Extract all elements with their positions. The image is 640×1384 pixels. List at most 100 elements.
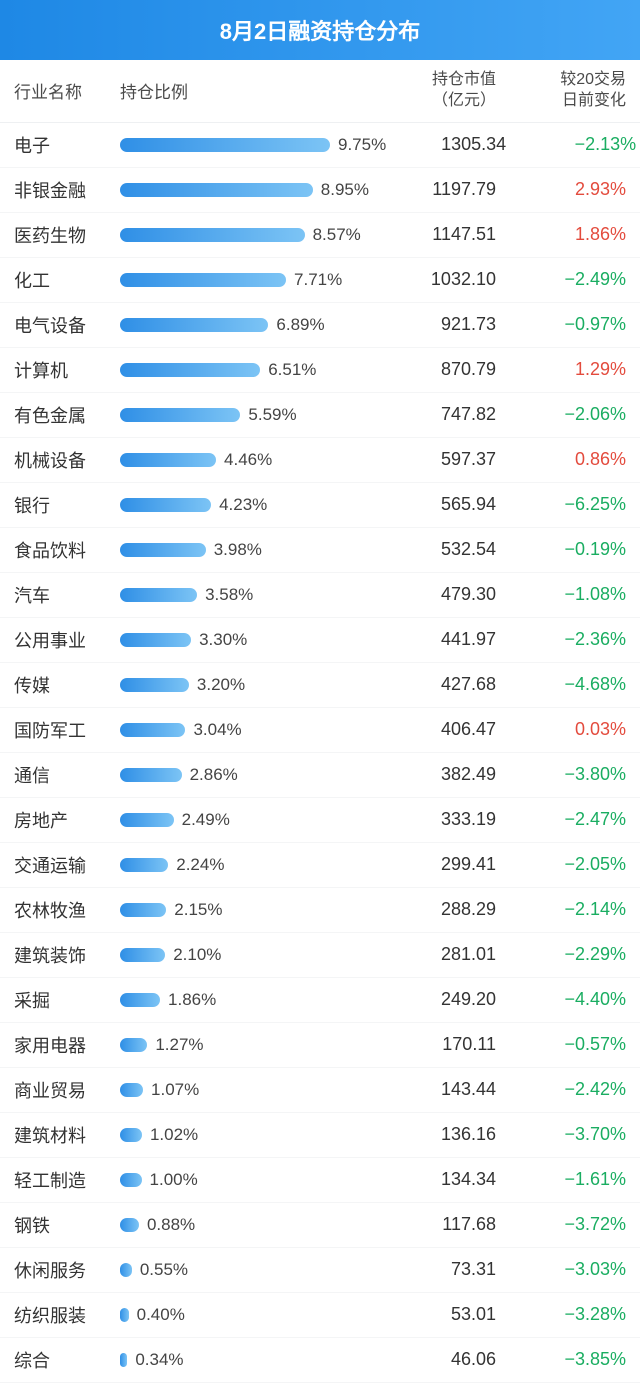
th-name: 行业名称 — [14, 78, 120, 103]
cell-change: −2.29% — [496, 944, 626, 965]
cell-change: −2.13% — [506, 134, 636, 155]
ratio-label: 1.00% — [150, 1170, 198, 1190]
cell-industry-name: 公用事业 — [14, 627, 120, 653]
table-header: 行业名称 持仓比例 持仓市值 （亿元） 较20交易 日前变化 — [0, 60, 640, 123]
ratio-bar — [120, 138, 330, 152]
cell-ratio: 3.58% — [120, 586, 376, 604]
ratio-bar-wrap: 5.59% — [120, 406, 376, 424]
ratio-bar-wrap: 4.46% — [120, 451, 376, 469]
cell-industry-name: 传媒 — [14, 672, 120, 698]
cell-change: −2.49% — [496, 269, 626, 290]
table-row: 通信2.86%382.49−3.80% — [0, 753, 640, 798]
table-row: 建筑材料1.02%136.16−3.70% — [0, 1113, 640, 1158]
cell-ratio: 0.88% — [120, 1216, 376, 1234]
cell-change: −6.25% — [496, 494, 626, 515]
cell-change: −2.42% — [496, 1079, 626, 1100]
cell-industry-name: 商业贸易 — [14, 1077, 120, 1103]
ratio-bar — [120, 1173, 142, 1187]
cell-ratio: 4.46% — [120, 451, 376, 469]
table-row: 电气设备6.89%921.73−0.97% — [0, 303, 640, 348]
cell-market-value: 136.16 — [376, 1124, 496, 1145]
table-row: 建筑装饰2.10%281.01−2.29% — [0, 933, 640, 978]
ratio-bar-wrap: 0.34% — [120, 1351, 376, 1369]
cell-change: −3.70% — [496, 1124, 626, 1145]
ratio-bar — [120, 183, 313, 197]
cell-ratio: 2.24% — [120, 856, 376, 874]
cell-change: 1.29% — [496, 359, 626, 380]
ratio-label: 2.10% — [173, 945, 221, 965]
cell-change: −1.08% — [496, 584, 626, 605]
th-chg-line1: 较20交易 — [496, 70, 626, 91]
ratio-bar-wrap: 3.98% — [120, 541, 376, 559]
cell-market-value: 532.54 — [376, 539, 496, 560]
cell-ratio: 5.59% — [120, 406, 376, 424]
ratio-label: 0.40% — [137, 1305, 185, 1325]
cell-industry-name: 银行 — [14, 492, 120, 518]
ratio-bar — [120, 363, 260, 377]
ratio-label: 3.20% — [197, 675, 245, 695]
table-row: 电子9.75%1305.34−2.13% — [0, 123, 640, 168]
cell-change: −2.14% — [496, 899, 626, 920]
cell-change: −3.85% — [496, 1349, 626, 1370]
cell-industry-name: 有色金属 — [14, 402, 120, 428]
table-row: 非银金融8.95%1197.792.93% — [0, 168, 640, 213]
ratio-label: 0.88% — [147, 1215, 195, 1235]
cell-industry-name: 化工 — [14, 267, 120, 293]
cell-ratio: 6.89% — [120, 316, 376, 334]
cell-market-value: 921.73 — [376, 314, 496, 335]
cell-industry-name: 建筑材料 — [14, 1122, 120, 1148]
table-body: 电子9.75%1305.34−2.13%非银金融8.95%1197.792.93… — [0, 123, 640, 1383]
cell-ratio: 2.10% — [120, 946, 376, 964]
ratio-bar — [120, 1128, 142, 1142]
ratio-label: 2.24% — [176, 855, 224, 875]
table-row: 综合0.34%46.06−3.85% — [0, 1338, 640, 1383]
ratio-bar-wrap: 6.51% — [120, 361, 376, 379]
cell-change: −2.47% — [496, 809, 626, 830]
ratio-label: 4.23% — [219, 495, 267, 515]
cell-industry-name: 食品饮料 — [14, 537, 120, 563]
table-row: 休闲服务0.55%73.31−3.03% — [0, 1248, 640, 1293]
ratio-bar — [120, 453, 216, 467]
cell-change: −3.72% — [496, 1214, 626, 1235]
cell-change: 0.03% — [496, 719, 626, 740]
cell-ratio: 1.00% — [120, 1171, 376, 1189]
ratio-label: 3.04% — [193, 720, 241, 740]
ratio-label: 1.27% — [155, 1035, 203, 1055]
cell-ratio: 2.49% — [120, 811, 376, 829]
ratio-bar-wrap: 1.07% — [120, 1081, 376, 1099]
cell-change: −4.40% — [496, 989, 626, 1010]
cell-market-value: 288.29 — [376, 899, 496, 920]
cell-market-value: 1305.34 — [386, 134, 506, 155]
cell-change: −3.28% — [496, 1304, 626, 1325]
ratio-bar — [120, 543, 206, 557]
cell-change: −0.97% — [496, 314, 626, 335]
cell-change: −3.80% — [496, 764, 626, 785]
cell-change: −0.57% — [496, 1034, 626, 1055]
cell-market-value: 170.11 — [376, 1034, 496, 1055]
ratio-label: 8.95% — [321, 180, 369, 200]
table-row: 计算机6.51%870.791.29% — [0, 348, 640, 393]
ratio-label: 2.15% — [174, 900, 222, 920]
table-row: 家用电器1.27%170.11−0.57% — [0, 1023, 640, 1068]
cell-industry-name: 非银金融 — [14, 177, 120, 203]
cell-market-value: 53.01 — [376, 1304, 496, 1325]
cell-industry-name: 交通运输 — [14, 852, 120, 878]
ratio-bar-wrap: 2.10% — [120, 946, 376, 964]
table-row: 商业贸易1.07%143.44−2.42% — [0, 1068, 640, 1113]
ratio-bar — [120, 948, 165, 962]
cell-industry-name: 国防军工 — [14, 717, 120, 743]
table-row: 交通运输2.24%299.41−2.05% — [0, 843, 640, 888]
ratio-label: 2.86% — [190, 765, 238, 785]
ratio-bar-wrap: 1.00% — [120, 1171, 376, 1189]
ratio-bar-wrap: 2.49% — [120, 811, 376, 829]
cell-market-value: 281.01 — [376, 944, 496, 965]
cell-industry-name: 纺织服装 — [14, 1302, 120, 1328]
table-row: 纺织服装 0.40% 53.01−3.28% — [0, 1293, 640, 1338]
cell-industry-name: 通信 — [14, 762, 120, 788]
ratio-bar — [120, 678, 189, 692]
cell-market-value: 1032.10 — [376, 269, 496, 290]
table-row: 房地产2.49%333.19−2.47% — [0, 798, 640, 843]
table-row: 国防军工3.04%406.470.03% — [0, 708, 640, 753]
ratio-bar-wrap: 3.04% — [120, 721, 376, 739]
cell-industry-name: 汽车 — [14, 582, 120, 608]
